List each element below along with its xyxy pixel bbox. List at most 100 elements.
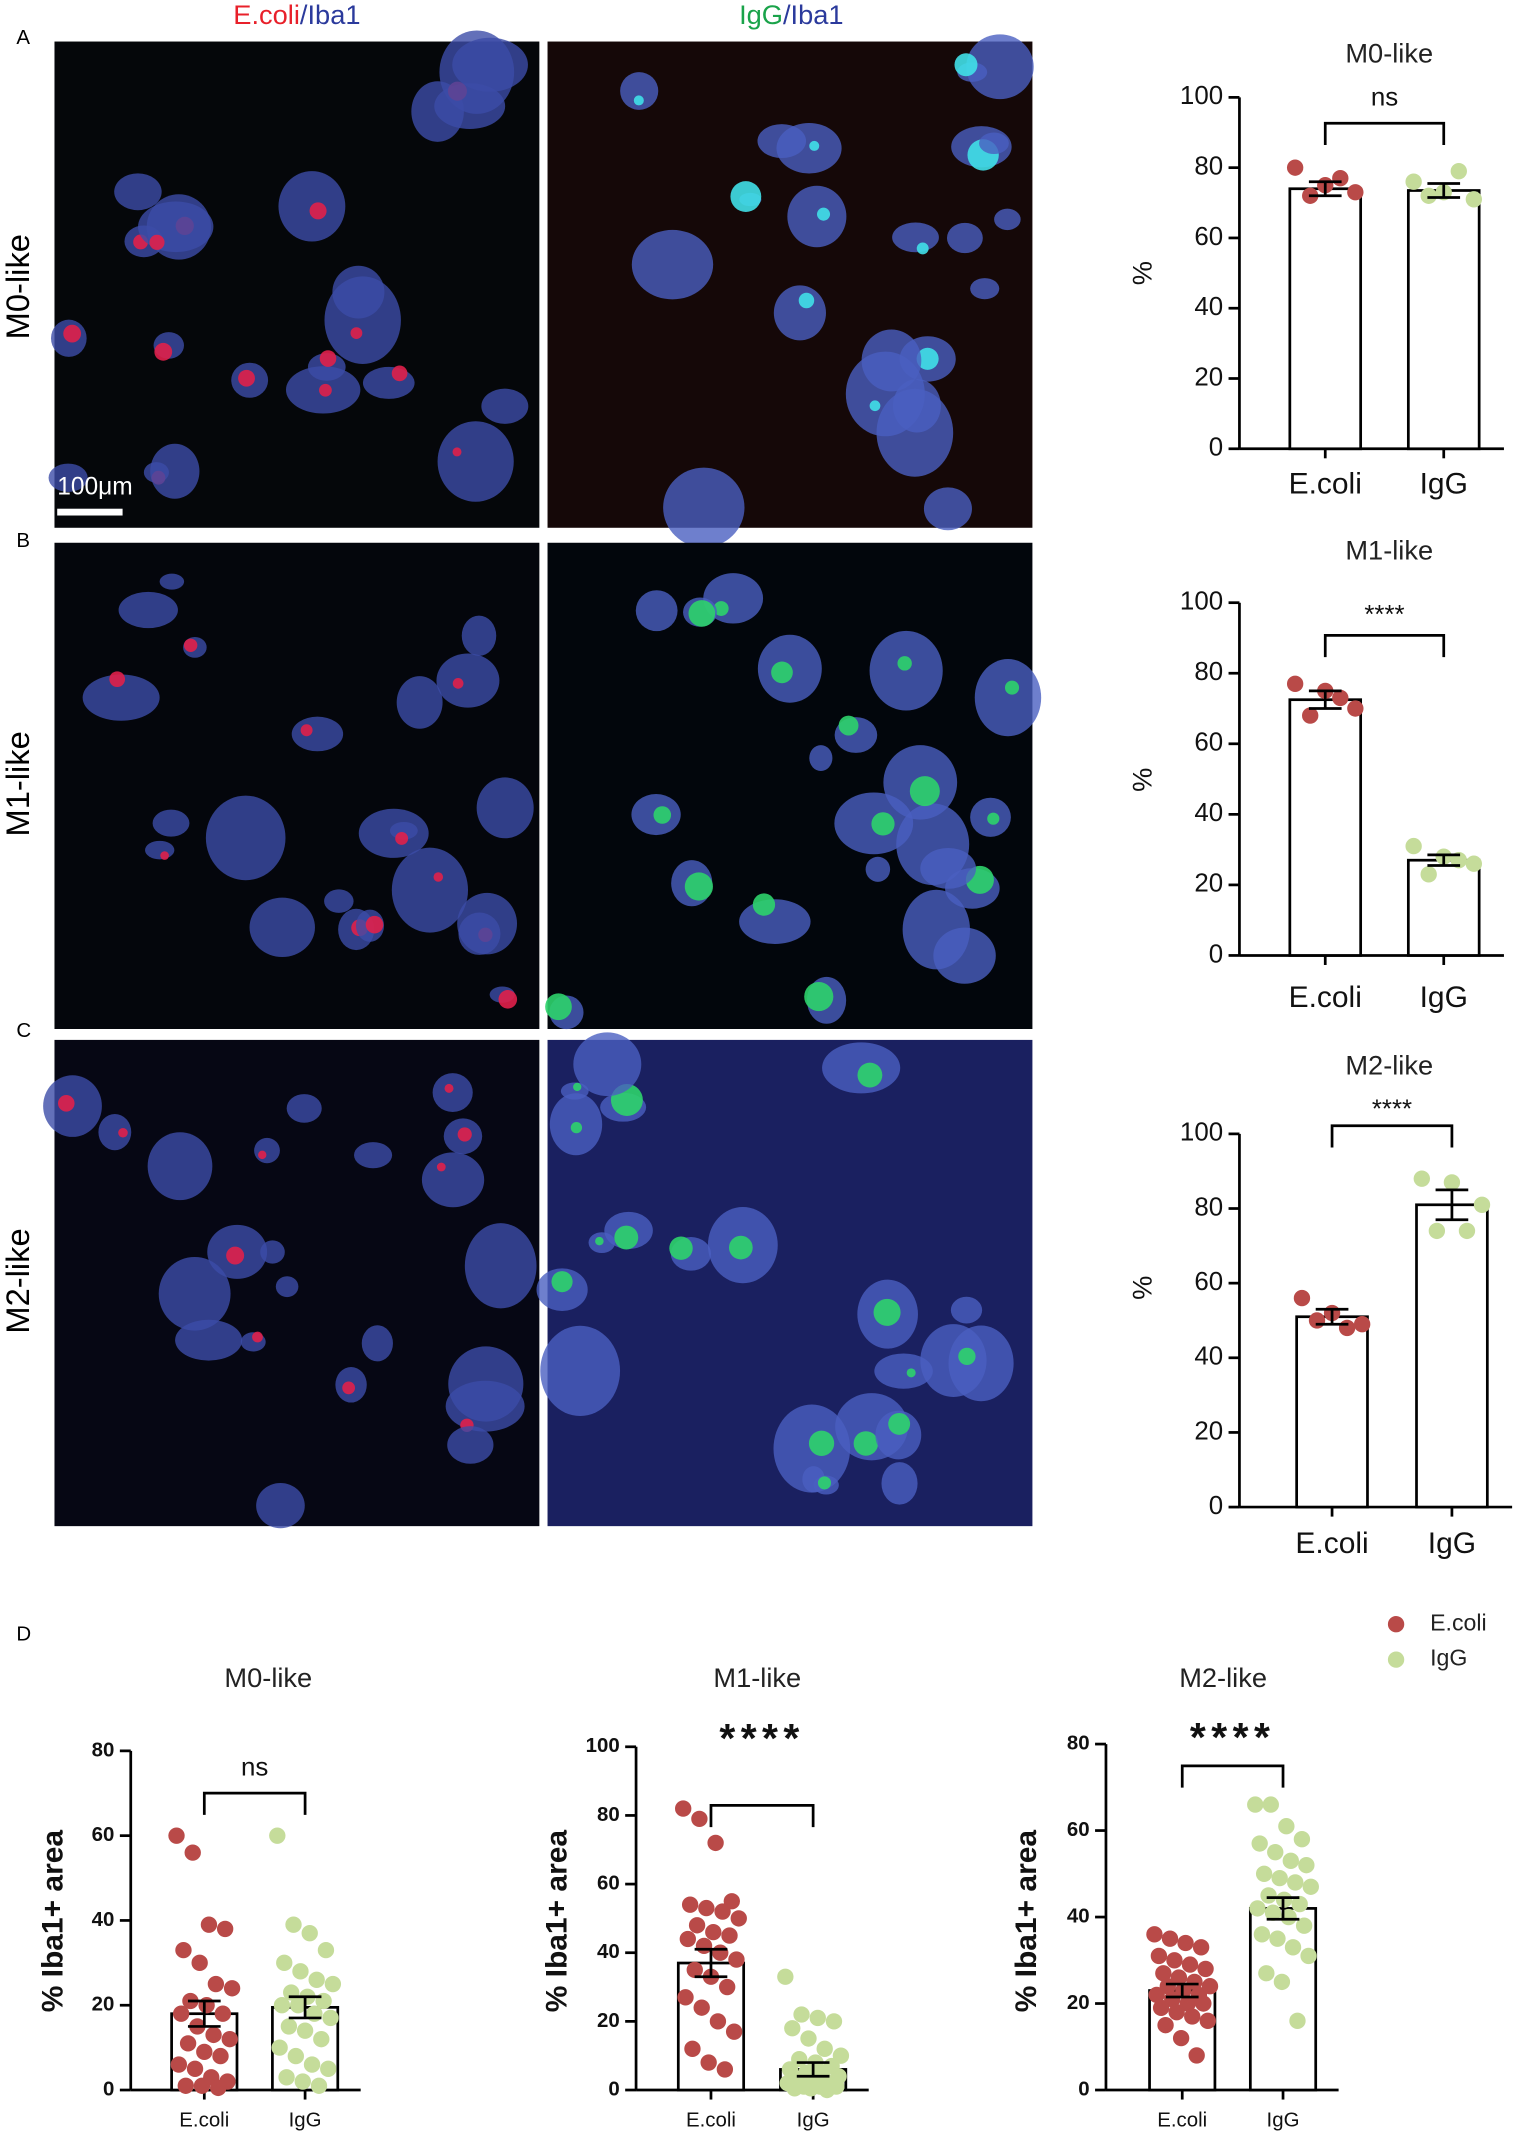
cell	[159, 573, 185, 590]
significance-label: ns	[1371, 84, 1398, 112]
label-spot	[160, 851, 169, 860]
bar	[1295, 1315, 1369, 1509]
significance-bracket	[202, 1791, 307, 1815]
error-bar	[187, 1999, 221, 2028]
data-point	[786, 2080, 803, 2097]
data-point	[212, 2047, 229, 2065]
data-point	[1284, 1939, 1302, 1956]
data-point	[1184, 2008, 1201, 2025]
cell	[663, 467, 745, 548]
data-point	[681, 1896, 699, 1913]
counterstain: /Iba1	[300, 0, 361, 30]
label-spot	[897, 656, 912, 671]
data-point	[292, 1963, 309, 1980]
micrographs	[43, 30, 1042, 1529]
cell	[358, 808, 429, 858]
cell	[332, 265, 385, 319]
y-tick-label: 100	[1180, 1119, 1223, 1147]
data-point	[825, 2013, 843, 2030]
y-tick-label: 0	[1209, 940, 1223, 968]
error-bar	[694, 1947, 728, 1979]
data-point	[1465, 191, 1483, 208]
label-spot	[633, 95, 644, 106]
cell	[560, 1082, 589, 1100]
data-point	[1332, 170, 1349, 187]
label-spot	[816, 207, 831, 221]
cell	[946, 222, 983, 254]
cell	[476, 777, 534, 839]
cell	[205, 795, 286, 881]
label-spot	[808, 1430, 835, 1456]
x-tick-label: E.coli	[179, 2110, 229, 2132]
cell	[147, 1132, 213, 1201]
label-spot	[433, 872, 444, 882]
y-tick-label: 0	[1209, 434, 1223, 462]
cell	[994, 208, 1021, 231]
panel-label: A	[16, 27, 30, 49]
data-point	[1420, 866, 1437, 883]
cell	[150, 443, 200, 499]
y-tick-label: 40	[92, 1909, 115, 1931]
data-point	[306, 2005, 323, 2022]
data-point	[1273, 1973, 1291, 1991]
data-point	[809, 2009, 826, 2027]
y-tick-label: 60	[1194, 729, 1223, 757]
label-spot	[838, 715, 859, 736]
y-tick-label: 20	[1194, 1417, 1223, 1445]
data-point	[1161, 1930, 1179, 1947]
data-point	[1264, 1904, 1282, 1921]
data-point	[193, 2077, 211, 2094]
data-point	[1300, 1947, 1317, 1965]
significance-bracket	[1323, 121, 1446, 146]
data-point	[1405, 837, 1422, 855]
y-tick-label: 60	[1194, 223, 1223, 251]
error-bar	[288, 1995, 322, 2020]
x-tick-label: E.coli	[686, 2110, 736, 2132]
y-axis-label: %	[1126, 1276, 1157, 1300]
data-point	[1179, 1995, 1196, 2012]
bar	[1415, 1203, 1489, 1509]
cell	[787, 185, 847, 248]
y-tick-label: 40	[1194, 799, 1223, 827]
significance-bracket	[709, 1803, 815, 1828]
data-point	[1289, 2012, 1306, 2029]
y-tick-label: 0	[1209, 1492, 1223, 1520]
data-point	[1332, 689, 1349, 707]
label-spot	[869, 400, 881, 412]
label-spot	[873, 1298, 901, 1326]
label-spot	[252, 1331, 263, 1343]
data-point	[1413, 1170, 1430, 1187]
significance-label: ****	[1372, 1096, 1412, 1124]
label-spot	[669, 1236, 693, 1260]
error-bar	[1308, 180, 1342, 198]
legend-marker	[1387, 1651, 1405, 1668]
y-axis-label: %	[1126, 768, 1157, 792]
cell	[631, 229, 714, 300]
label-spot	[771, 661, 793, 684]
column-heading: E.coli/Iba1	[233, 0, 360, 30]
data-point	[784, 2020, 801, 2037]
data-point	[1195, 1995, 1212, 2012]
data-point	[221, 2030, 238, 2048]
significance-label: ****	[719, 1715, 804, 1761]
data-point	[693, 1999, 710, 2016]
label-spot	[118, 1127, 128, 1138]
cell	[421, 1152, 485, 1208]
error-bar	[1427, 182, 1461, 199]
y-tick-label: 0	[608, 2078, 619, 2100]
cell	[966, 34, 1034, 100]
data-point	[1258, 1965, 1275, 1982]
data-point	[1293, 1831, 1311, 1848]
data-point	[175, 1941, 192, 1959]
data-point	[691, 1810, 708, 1828]
y-tick-label: 40	[1067, 1905, 1090, 1927]
data-point	[196, 2043, 213, 2061]
row-label: M1-like	[0, 731, 36, 836]
label-spot	[498, 989, 518, 1009]
data-point	[191, 1954, 208, 1972]
cell	[436, 653, 500, 708]
data-point	[1458, 1222, 1476, 1240]
cell	[979, 132, 1009, 155]
cell	[481, 388, 529, 424]
y-tick-label: 0	[1078, 2078, 1089, 2100]
